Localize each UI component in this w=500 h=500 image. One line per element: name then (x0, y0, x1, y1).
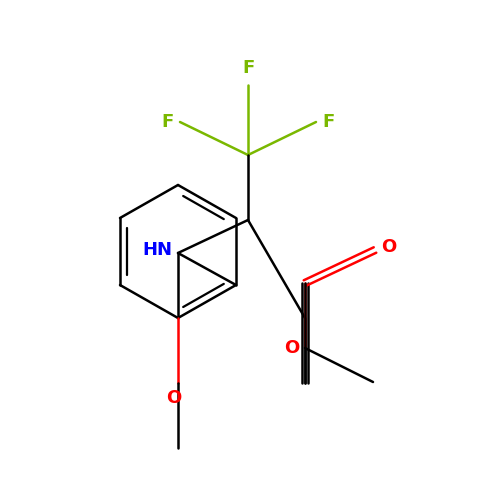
Text: F: F (162, 113, 174, 131)
Text: F: F (322, 113, 334, 131)
Text: F: F (242, 59, 254, 77)
Text: O: O (166, 389, 182, 407)
Text: HN: HN (142, 241, 172, 259)
Text: O: O (381, 238, 396, 256)
Text: O: O (284, 339, 299, 357)
